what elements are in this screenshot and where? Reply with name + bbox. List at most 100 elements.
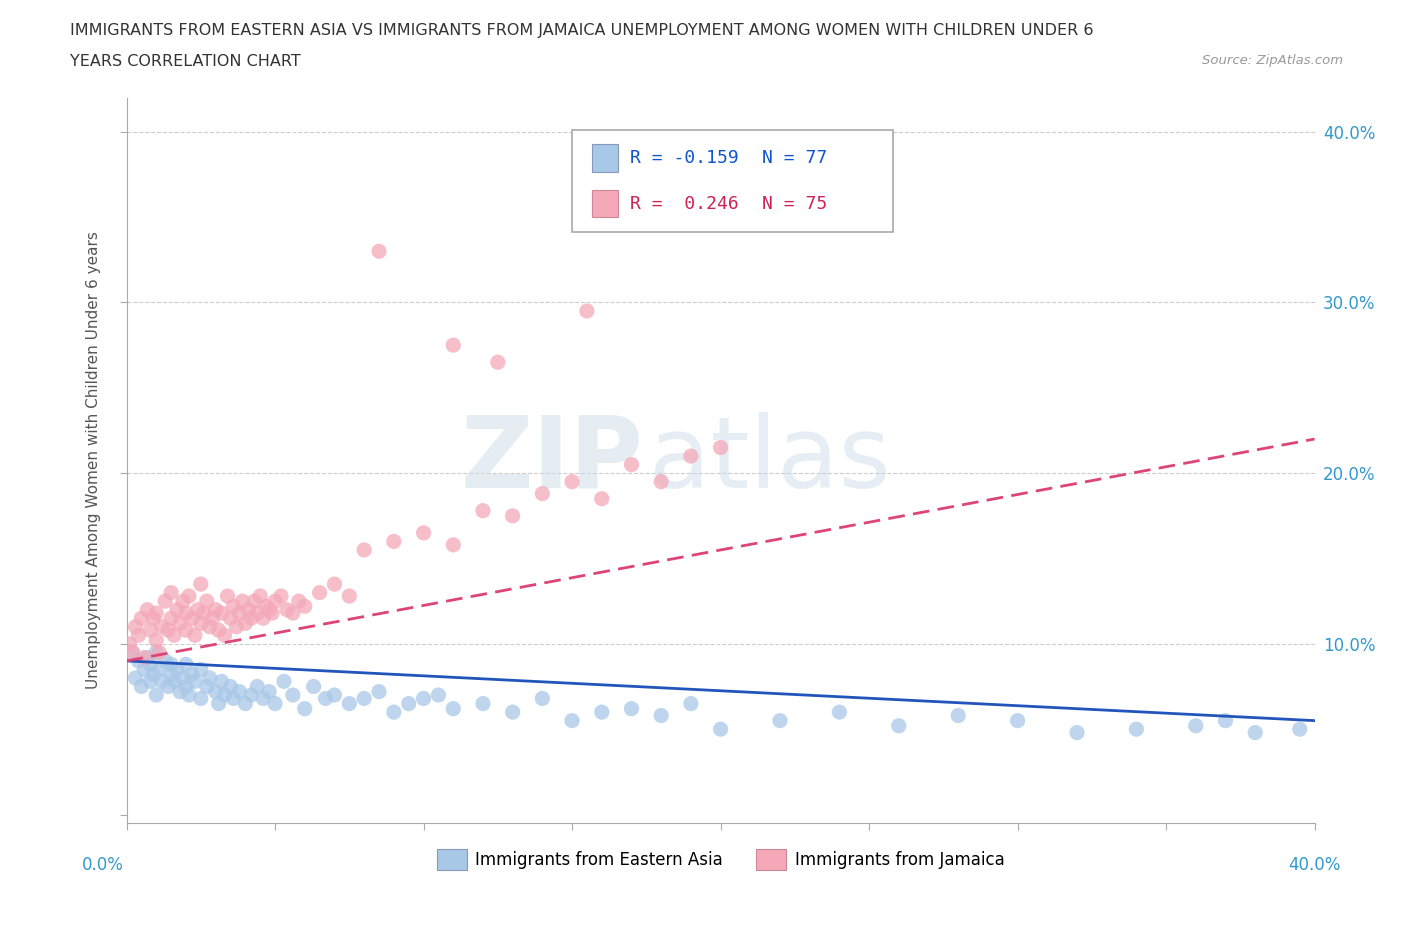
Point xyxy=(231,593,253,608)
Point xyxy=(620,701,643,716)
Point xyxy=(166,662,188,677)
Point xyxy=(174,679,197,694)
Point xyxy=(710,440,733,455)
Point xyxy=(124,671,146,685)
Point xyxy=(288,593,311,608)
Point xyxy=(214,687,236,702)
Point xyxy=(222,599,245,614)
Point xyxy=(145,687,167,702)
Point xyxy=(228,605,250,620)
Point xyxy=(204,603,226,618)
Point xyxy=(195,593,218,608)
Point xyxy=(1215,713,1237,728)
Point xyxy=(252,691,274,706)
Point xyxy=(145,644,167,659)
Point xyxy=(177,589,200,604)
Point xyxy=(131,679,153,694)
Point xyxy=(575,303,598,318)
Point xyxy=(180,667,202,682)
Point xyxy=(240,611,263,626)
Text: N = 77: N = 77 xyxy=(762,149,827,166)
Point xyxy=(273,674,295,689)
Point xyxy=(1244,725,1267,740)
Point xyxy=(222,691,245,706)
Point xyxy=(591,491,613,506)
Point xyxy=(281,687,304,702)
Point xyxy=(1007,713,1029,728)
Point xyxy=(650,474,672,489)
Point xyxy=(160,657,183,671)
Point xyxy=(240,687,263,702)
Point xyxy=(124,619,146,634)
Point xyxy=(1125,722,1147,737)
Text: IMMIGRANTS FROM EASTERN ASIA VS IMMIGRANTS FROM JAMAICA UNEMPLOYMENT AMONG WOMEN: IMMIGRANTS FROM EASTERN ASIA VS IMMIGRAN… xyxy=(70,23,1094,38)
Point xyxy=(323,577,346,591)
Point xyxy=(650,708,672,723)
Point xyxy=(486,354,509,369)
Point xyxy=(207,697,229,711)
Point xyxy=(337,697,360,711)
Point xyxy=(127,654,149,669)
Point xyxy=(160,585,183,600)
Point xyxy=(121,644,143,659)
Point xyxy=(219,611,242,626)
Point xyxy=(169,616,191,631)
Point xyxy=(294,701,316,716)
Point xyxy=(315,691,337,706)
Point xyxy=(308,585,330,600)
Point xyxy=(281,605,304,620)
Point xyxy=(302,679,325,694)
Point xyxy=(211,605,233,620)
Point xyxy=(502,509,524,524)
Point xyxy=(398,697,420,711)
Point xyxy=(252,611,274,626)
Point xyxy=(118,636,141,651)
Point xyxy=(166,603,188,618)
Point xyxy=(174,623,197,638)
Text: 40.0%: 40.0% xyxy=(1288,856,1341,873)
Point xyxy=(193,605,215,620)
Point xyxy=(127,628,149,643)
Point xyxy=(214,628,236,643)
Point xyxy=(257,603,280,618)
Point xyxy=(139,623,162,638)
Point xyxy=(948,708,970,723)
Point xyxy=(502,705,524,720)
Point xyxy=(139,674,162,689)
Text: YEARS CORRELATION CHART: YEARS CORRELATION CHART xyxy=(70,54,301,69)
Point xyxy=(163,628,186,643)
Point xyxy=(620,458,643,472)
Point xyxy=(531,691,554,706)
Text: R =  0.246: R = 0.246 xyxy=(630,194,740,213)
Point xyxy=(337,589,360,604)
Point xyxy=(217,589,239,604)
Point xyxy=(172,671,194,685)
Point xyxy=(368,684,391,699)
Point xyxy=(136,650,159,665)
Point xyxy=(1288,722,1310,737)
Point xyxy=(1184,718,1206,733)
Point xyxy=(190,691,212,706)
Point xyxy=(201,611,224,626)
Point xyxy=(180,611,202,626)
Point xyxy=(472,697,495,711)
Point xyxy=(382,705,405,720)
Point xyxy=(150,619,173,634)
Point xyxy=(184,628,207,643)
Point xyxy=(353,691,375,706)
Point xyxy=(472,503,495,518)
Point xyxy=(145,633,167,648)
Point xyxy=(131,611,153,626)
Point xyxy=(142,611,165,626)
Point xyxy=(207,623,229,638)
Point xyxy=(190,616,212,631)
Point xyxy=(264,593,287,608)
Point xyxy=(264,697,287,711)
Legend: Immigrants from Eastern Asia, Immigrants from Jamaica: Immigrants from Eastern Asia, Immigrants… xyxy=(430,843,1011,876)
Point xyxy=(145,605,167,620)
Point xyxy=(190,577,212,591)
Point xyxy=(134,650,156,665)
Point xyxy=(710,722,733,737)
Point xyxy=(204,684,226,699)
Point xyxy=(148,644,170,659)
